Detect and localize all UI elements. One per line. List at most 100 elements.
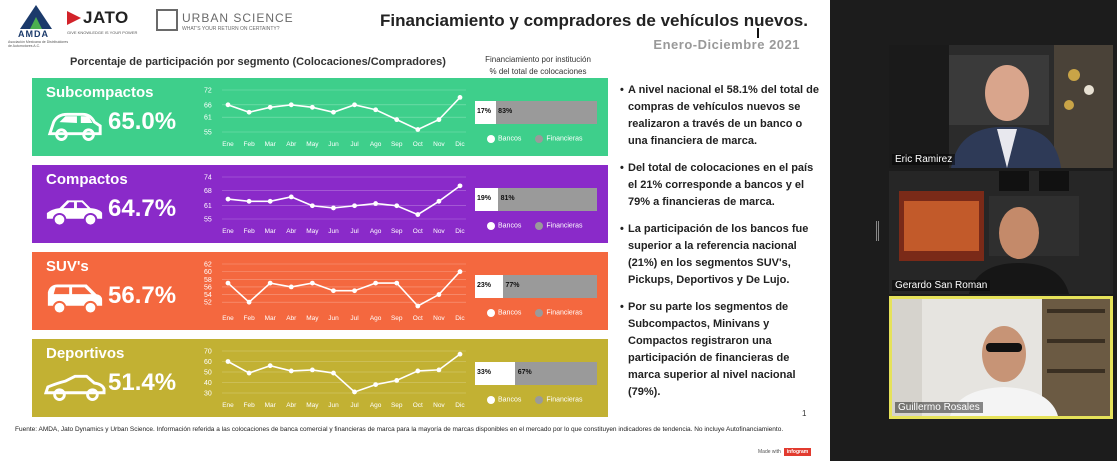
x-tick-label: Jun <box>328 141 339 148</box>
urban-science-tagline: WHAT'S YOUR RETURN ON CERTAINTY? <box>182 26 280 32</box>
x-tick-label: Ene <box>222 228 234 235</box>
segment-panel: Subcompactos 65.0% 72 66 61 55 Ene Feb Mar Abr May… <box>32 78 608 156</box>
y-tick-label: 60 <box>204 269 212 276</box>
y-tick-label: 70 <box>204 349 212 356</box>
x-tick-label: Mar <box>265 315 277 322</box>
data-point <box>267 363 273 369</box>
data-point <box>457 269 463 275</box>
x-tick-label: Abr <box>286 228 297 235</box>
x-tick-label: Oct <box>413 228 423 235</box>
data-point <box>288 102 294 108</box>
segment-name: Subcompactos <box>46 84 154 101</box>
series-line <box>227 353 461 393</box>
data-point <box>457 351 463 357</box>
bar-legend: Bancos Financieras <box>487 309 583 317</box>
amda-wordmark: AMDA <box>18 29 49 39</box>
legend-banks: Bancos <box>498 309 522 317</box>
participant-video <box>892 299 1110 416</box>
data-point <box>436 292 442 297</box>
data-point <box>331 109 336 115</box>
participant-name: Guillermo Rosales <box>895 402 983 413</box>
data-point <box>309 367 315 373</box>
participant-name: Gerardo San Roman <box>892 280 991 291</box>
data-point <box>457 183 463 189</box>
x-tick-label: Jun <box>328 228 339 235</box>
bullet-item: Por su parte los segmentos de Subcompact… <box>620 299 820 401</box>
data-point <box>415 127 421 132</box>
chart-subtitle: Porcentaje de participación por segmento… <box>70 56 446 68</box>
participant-tile-active-speaker[interactable]: Guillermo Rosales <box>889 296 1113 419</box>
institution-header-line2: % del total de colocaciones <box>489 67 587 76</box>
jato-arrow-icon <box>67 11 81 25</box>
x-tick-label: Jun <box>328 402 339 409</box>
segment-percent: 56.7% <box>108 282 177 309</box>
x-tick-label: Ago <box>370 141 382 148</box>
y-tick-label: 55 <box>204 217 212 224</box>
data-point <box>394 117 400 123</box>
x-tick-label: Ago <box>370 315 382 322</box>
segment-line-chart: 72 66 61 55 Ene Feb Mar Abr May Jun Jul Ago Sep Oct No… <box>204 88 466 148</box>
participant-tile[interactable]: Gerardo San Roman <box>889 171 1113 294</box>
institution-share-bar: 33% 67% <box>475 362 597 385</box>
x-tick-label: Mar <box>265 141 277 148</box>
amda-mountain-icon <box>20 5 52 29</box>
data-point <box>309 104 315 110</box>
participant-video <box>889 171 1113 294</box>
x-tick-label: Mar <box>265 228 277 235</box>
x-tick-label: May <box>306 141 319 148</box>
segment-name: Compactos <box>46 171 128 188</box>
segment-name: Deportivos <box>46 345 125 362</box>
y-tick-label: 50 <box>204 370 212 377</box>
institution-header-line1: Financiamiento por institución <box>485 55 591 64</box>
data-point <box>309 203 315 209</box>
financieras-share-label: 67% <box>517 369 532 376</box>
segment-percent: 65.0% <box>108 108 177 135</box>
participant-tile[interactable]: Eric Ramirez <box>889 45 1113 168</box>
data-point <box>288 284 294 290</box>
data-point <box>246 299 252 305</box>
x-tick-label: Feb <box>243 315 255 322</box>
banks-share-label: 19% <box>477 195 492 202</box>
bar-legend: Bancos Financieras <box>487 135 583 143</box>
made-with-badge: Made with infogram <box>758 448 812 456</box>
data-point <box>352 203 357 209</box>
y-tick-label: 61 <box>204 203 212 210</box>
x-tick-label: Dic <box>455 402 465 409</box>
institution-share-bar: 23% 77% <box>475 275 597 298</box>
segment-line-chart: 74 68 61 55 Ene Feb Mar Abr May Jun Jul Ago Sep Oct No… <box>204 175 466 235</box>
x-tick-label: Feb <box>243 141 255 148</box>
participant-video <box>889 45 1113 168</box>
segment-panel: SUV's 56.7% 62 60 58 56 54 52 Ene Feb Mar Abr May Jun… <box>32 252 608 330</box>
legend-financieras: Financieras <box>546 396 583 404</box>
x-tick-label: Sep <box>391 228 403 235</box>
banks-legend-dot <box>487 309 495 317</box>
x-tick-label: Sep <box>391 315 403 322</box>
data-point <box>436 198 442 204</box>
data-point <box>415 212 421 217</box>
banks-share-label: 33% <box>477 369 492 376</box>
car-sedan-icon <box>46 200 103 227</box>
legend-financieras: Financieras <box>546 309 583 317</box>
x-tick-label: May <box>306 402 319 409</box>
data-point <box>373 107 379 113</box>
legend-banks: Bancos <box>498 222 522 230</box>
banks-legend-dot <box>487 222 495 230</box>
x-tick-label: Ene <box>222 141 234 148</box>
x-tick-label: Sep <box>391 402 403 409</box>
shared-slide: AMDA Asociación Mexicana de Distribuidor… <box>0 0 830 461</box>
x-tick-label: Dic <box>455 141 465 148</box>
data-point <box>394 280 400 286</box>
source-note: Fuente: AMDA, Jato Dynamics y Urban Scie… <box>15 426 784 433</box>
segment-percent: 64.7% <box>108 195 177 222</box>
data-point <box>394 203 400 209</box>
slide-title: Financiamiento y compradores de vehículo… <box>380 11 808 30</box>
x-tick-label: Feb <box>243 228 255 235</box>
legend-financieras: Financieras <box>546 135 583 143</box>
panel-resize-handle[interactable] <box>876 221 879 241</box>
financieras-legend-dot <box>535 222 544 230</box>
segment-line-chart: 70 60 50 40 30 Ene Feb Mar Abr May Jun Jul Ago Sep Oct… <box>204 349 466 409</box>
x-tick-label: Abr <box>286 141 297 148</box>
x-tick-label: Nov <box>433 141 445 148</box>
